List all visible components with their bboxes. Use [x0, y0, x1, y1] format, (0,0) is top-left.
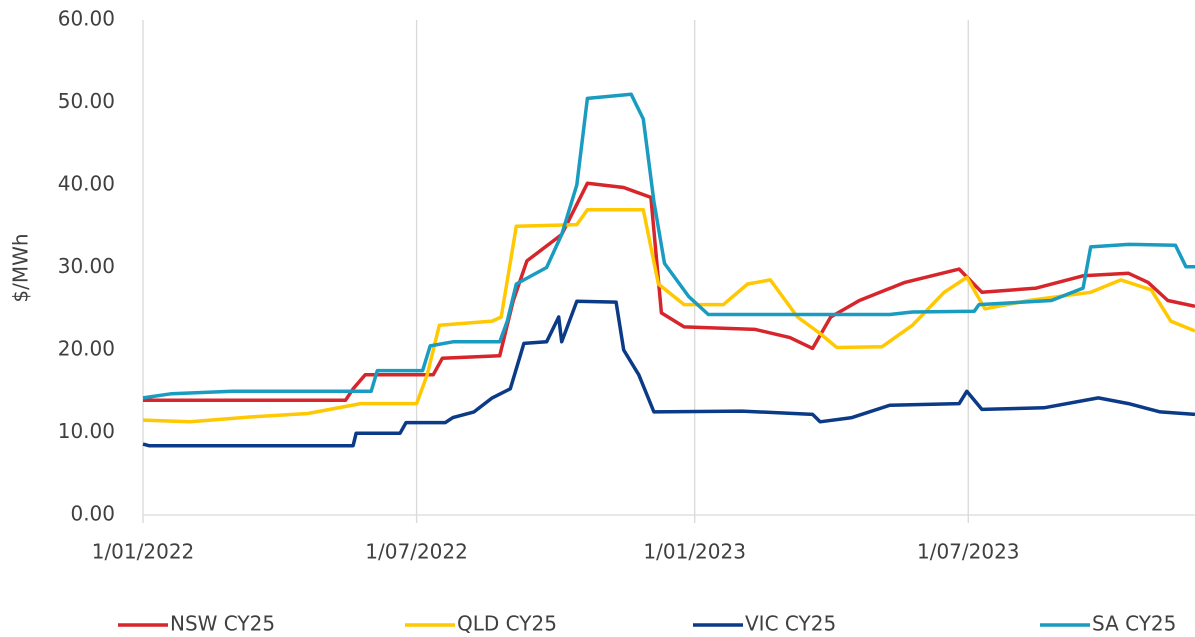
legend-label: NSW CY25	[170, 612, 275, 636]
legend-label: QLD CY25	[457, 612, 557, 636]
y-tick-label: 30.00	[58, 254, 115, 278]
y-tick-label: 60.00	[58, 7, 115, 31]
series-line	[143, 181, 1195, 403]
y-tick-label: 10.00	[58, 419, 115, 443]
series-line	[142, 92, 1195, 400]
x-tick-label: 1/07/2022	[365, 540, 468, 564]
x-tick-label: 1/01/2022	[92, 540, 195, 564]
y-tick-label: 20.00	[58, 337, 115, 361]
y-tick-label: 0.00	[70, 502, 115, 526]
legend-label: VIC CY25	[745, 612, 836, 636]
series-line	[142, 299, 1195, 448]
x-tick-label: 1/01/2023	[643, 540, 746, 564]
y-tick-label: 50.00	[58, 89, 115, 113]
legend-label: SA CY25	[1092, 612, 1176, 636]
y-tick-label: 40.00	[58, 172, 115, 196]
x-tick-label: 1/07/2023	[917, 540, 1020, 564]
y-axis-label: $/MWh	[9, 233, 33, 302]
